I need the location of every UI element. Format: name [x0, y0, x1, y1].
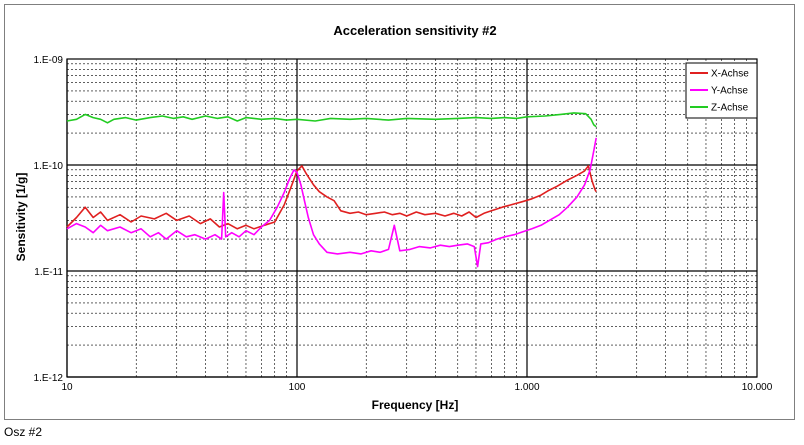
y-tick-label: 1.E-12 [34, 373, 64, 384]
y-tick-label: 1.E-09 [34, 55, 64, 66]
chart-svg: Acceleration sensitivity #2 Frequency [H… [14, 23, 773, 412]
x-tick-label: 10 [61, 382, 73, 393]
plot-area: 10 100 1.000 10.000 1.E-09 1.E-10 1.E-11 1.E-12… [34, 55, 773, 393]
series-line-z-achse [66, 112, 597, 128]
y-tick-label: 1.E-11 [34, 267, 63, 278]
figure-caption: Osz #2 [4, 425, 43, 439]
chart-area: Acceleration sensitivity #2 Frequency [H… [4, 4, 795, 420]
series-line-y-achse [66, 137, 597, 268]
legend-label: X-Achse [711, 69, 749, 80]
plot-border [66, 58, 758, 378]
chart-title: Acceleration sensitivity #2 [333, 23, 496, 38]
x-axis-title: Frequency [Hz] [372, 398, 459, 412]
x-tick-label: 10.000 [742, 382, 773, 393]
y-tick-label: 1.E-10 [34, 161, 64, 172]
x-tick-label: 1.000 [514, 382, 539, 393]
x-tick-label: 100 [289, 382, 306, 393]
legend-label: Y-Achse [711, 86, 748, 97]
legend-label: Z-Achse [711, 103, 749, 114]
plot-background [67, 59, 757, 377]
y-axis-title: Sensitivity [1/g] [14, 173, 28, 262]
series-line-x-achse [66, 165, 597, 230]
